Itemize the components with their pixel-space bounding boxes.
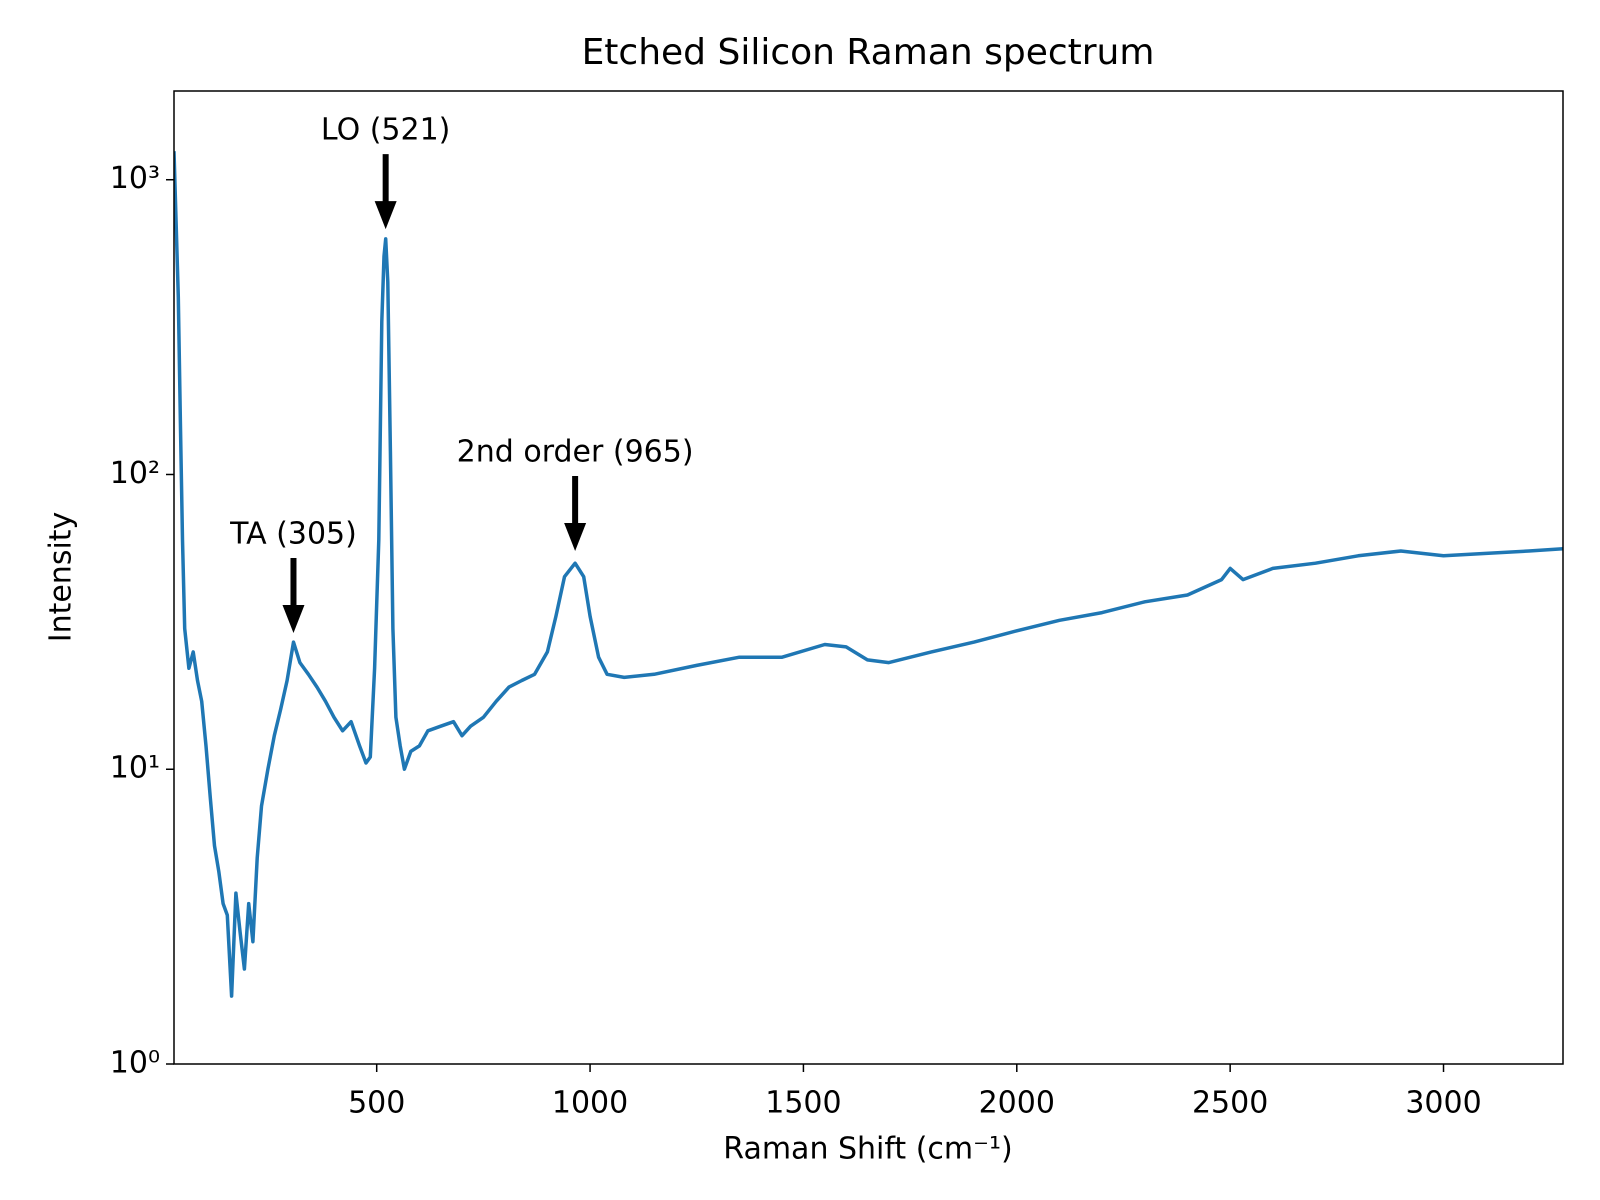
x-tick-label: 500	[348, 1086, 405, 1121]
arrow-head	[374, 201, 397, 230]
annotation: LO (521)	[321, 113, 450, 148]
y-tick-label: 10²	[110, 456, 160, 491]
chart-title: Etched Silicon Raman spectrum	[582, 32, 1155, 73]
arrow-head	[564, 523, 587, 552]
x-tick-label: 1000	[552, 1086, 628, 1121]
x-axis-label: Raman Shift (cm⁻¹)	[723, 1132, 1012, 1167]
data-line	[174, 151, 1563, 998]
x-tick-label: 1500	[765, 1086, 841, 1121]
y-tick-label: 10¹	[110, 751, 160, 786]
y-tick-label: 10³	[110, 161, 160, 196]
annotation: 2nd order (965)	[457, 435, 694, 470]
y-axis-label: Intensity	[44, 512, 79, 643]
y-tick-label: 10⁰	[110, 1046, 160, 1081]
plot-frame	[173, 90, 1564, 1065]
x-tick-label: 2500	[1192, 1086, 1268, 1121]
arrow-head	[282, 604, 305, 633]
x-tick-label: 3000	[1405, 1086, 1481, 1121]
annotation: TA (305)	[229, 516, 357, 551]
x-tick-label: 2000	[979, 1086, 1055, 1121]
